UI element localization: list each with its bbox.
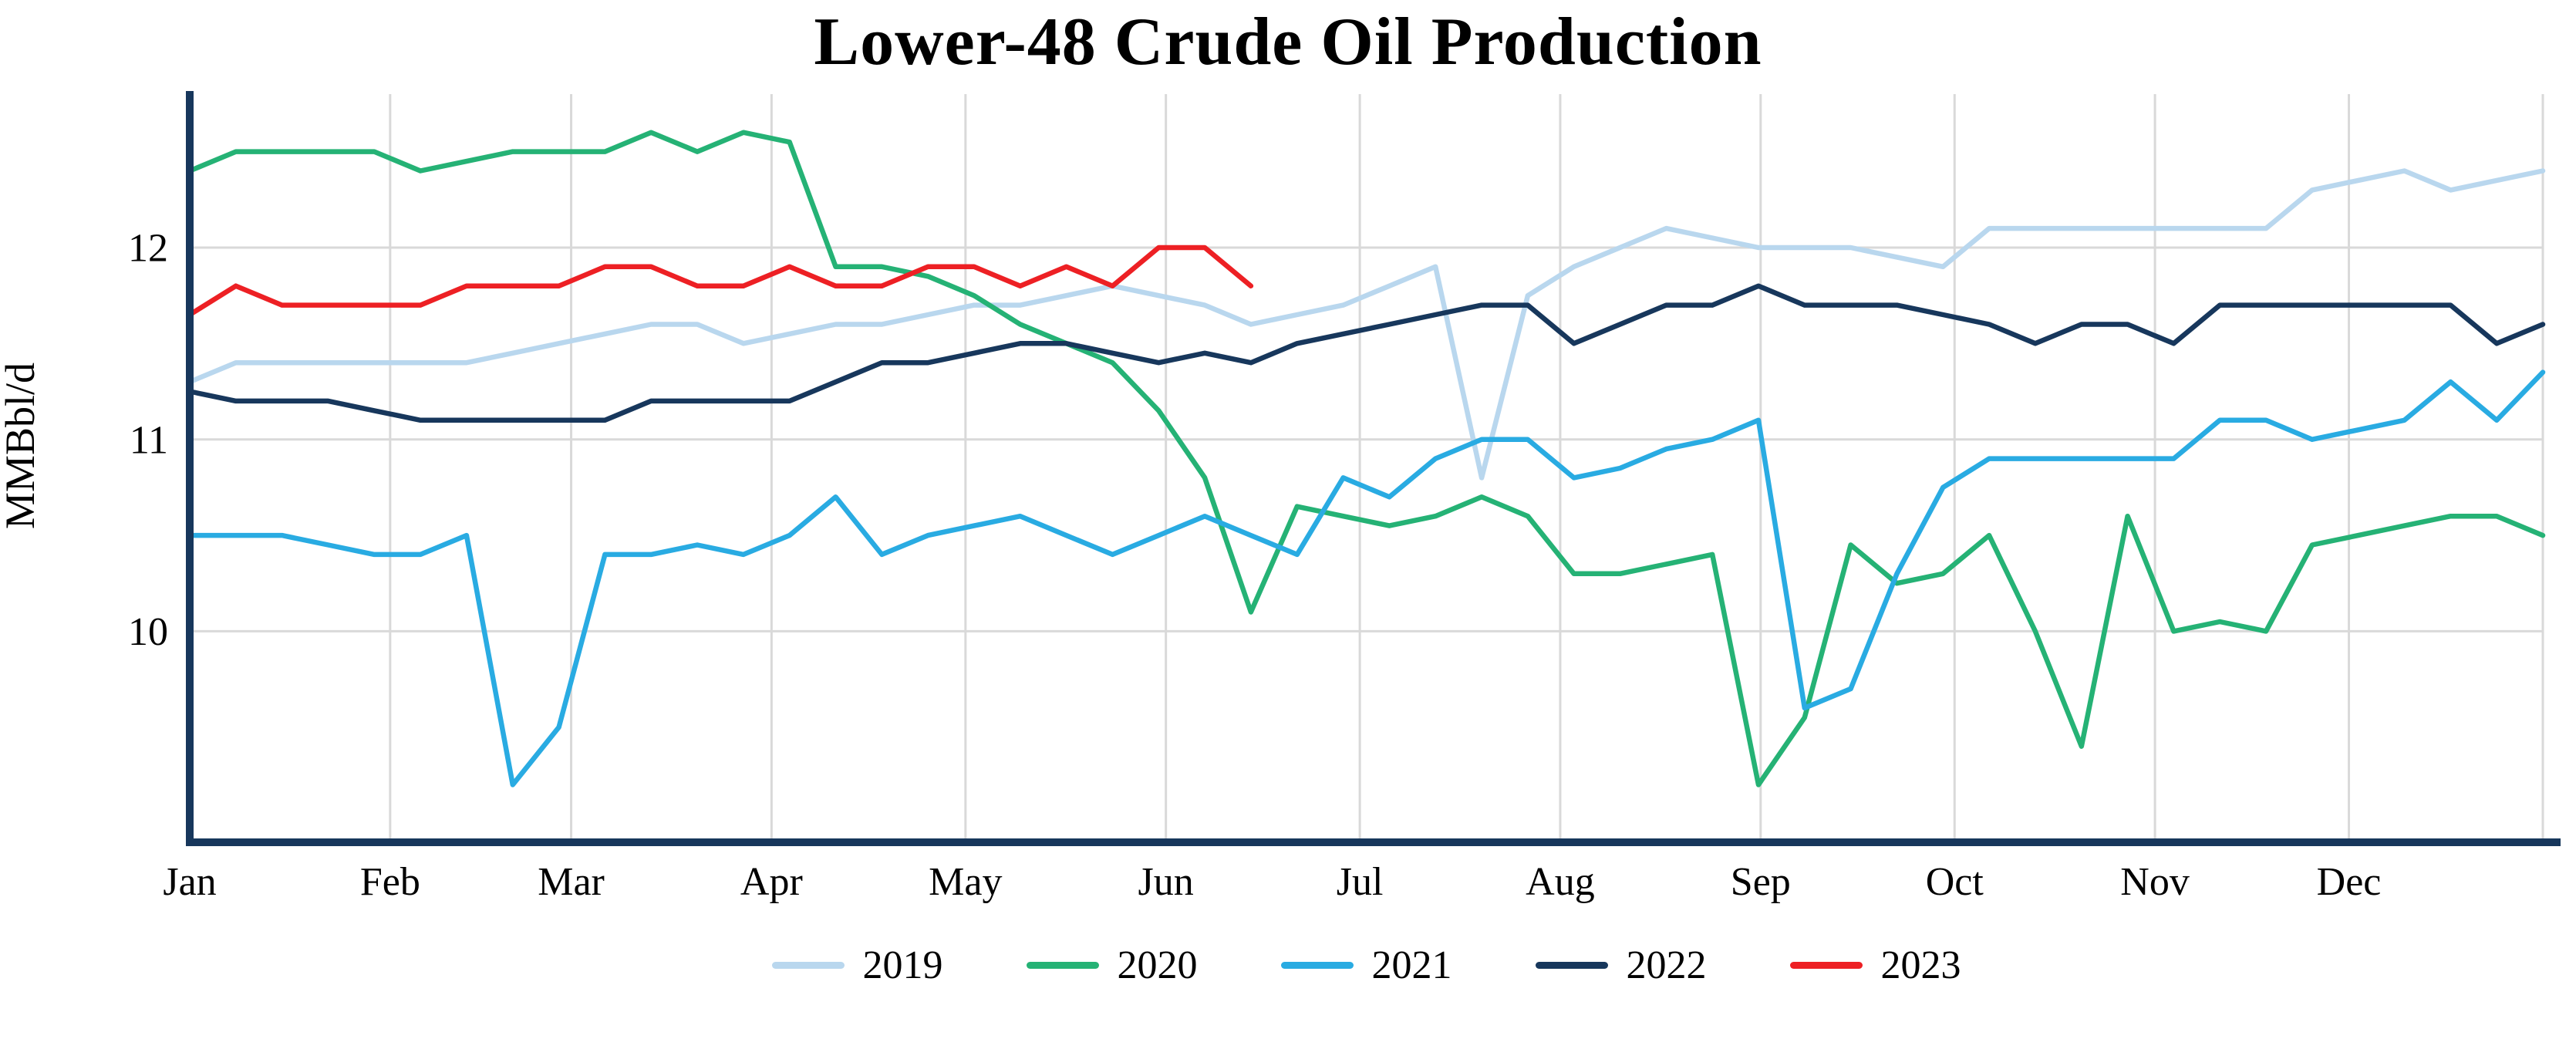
legend-label-2019: 2019 [862, 943, 943, 987]
legend-item-2022: 2022 [1535, 943, 1707, 988]
legend: 2019 2020 2021 2022 2023 [190, 943, 2543, 988]
series-line-2023 [187, 245, 1254, 318]
x-tick-label-Jul: Jul [1337, 860, 1384, 904]
legend-item-2019: 2019 [771, 943, 943, 988]
legend-item-2020: 2020 [1026, 943, 1198, 988]
legend-swatch-2023 [1789, 962, 1863, 969]
legend-label-2023: 2023 [1880, 943, 1961, 987]
series-line-2021 [187, 369, 2546, 788]
y-axis-label: MMBbl/d [0, 363, 43, 529]
legend-item-2021: 2021 [1280, 943, 1452, 988]
series-line-2022 [187, 283, 2546, 423]
x-tick-label-Apr: Apr [740, 860, 803, 904]
series-line-2020 [187, 130, 2546, 788]
x-tick-label-Jun: Jun [1138, 860, 1194, 904]
legend-swatch-2020 [1026, 962, 1099, 969]
legend-label-2021: 2021 [1371, 943, 1452, 987]
legend-label-2020: 2020 [1117, 943, 1198, 987]
x-tick-label-Mar: Mar [538, 860, 605, 904]
x-tick-label-Nov: Nov [2120, 860, 2190, 904]
x-tick-label-May: May [929, 860, 1002, 904]
legend-label-2022: 2022 [1626, 943, 1707, 987]
legend-item-2023: 2023 [1789, 943, 1961, 988]
x-tick-label-Aug: Aug [1526, 860, 1595, 904]
legend-swatch-2022 [1535, 962, 1608, 969]
y-tick-label: 12 [128, 227, 168, 271]
series-line-2019 [187, 168, 2546, 481]
x-tick-label-Feb: Feb [360, 860, 420, 904]
x-tick-label-Oct: Oct [1926, 860, 1984, 904]
x-tick-label-Jan: Jan [163, 860, 216, 904]
x-tick-label-Sep: Sep [1731, 860, 1791, 904]
chart-title: Lower-48 Crude Oil Production [814, 5, 1762, 79]
x-tick-label-Dec: Dec [2317, 860, 2382, 904]
y-tick-label: 10 [128, 610, 168, 654]
legend-swatch-2019 [771, 962, 845, 969]
y-tick-label: 11 [130, 418, 168, 462]
legend-swatch-2021 [1280, 962, 1354, 969]
